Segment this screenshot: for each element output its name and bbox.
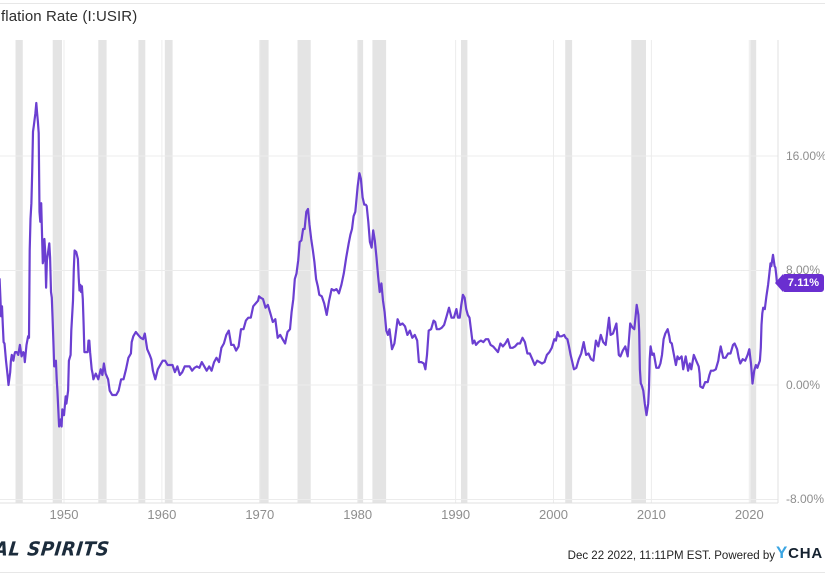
recession-band [259,40,269,503]
badge-arrow-icon [775,274,783,293]
animal-spirits-logo: AL SPIRITS [0,538,111,561]
x-tick-label-2020: 2020 [734,507,764,522]
recession-band [15,40,23,503]
chart-title: flation Rate (I:USIR) [1,8,138,25]
y-tick-label-16: 16.00% [786,148,825,163]
last-value-label: 7.11% [783,274,824,293]
recession-band [357,40,364,503]
timestamp-text: Dec 22 2022, 11:11PM EST. Powered by [567,550,775,562]
ycharts-wordmark: CHA [788,545,824,562]
x-tick-label-1990: 1990 [441,507,471,522]
recession-band [750,40,757,503]
recession-band [631,40,646,503]
recession-band [372,40,387,503]
x-tick-label-1970: 1970 [245,507,275,522]
recession-band [461,40,468,503]
x-tick-label-1950: 1950 [49,507,79,522]
top-divider [0,3,825,4]
bottom-divider [0,572,825,573]
x-tick-label-2000: 2000 [539,507,568,522]
last-value-badge: 7.11% [775,274,825,293]
x-tick-label-2010: 2010 [636,507,666,522]
y-tick-label-8: 8.00% [786,263,821,277]
recession-band [138,40,146,503]
y-tick-label-0: 0.00% [786,377,821,392]
recession-band [164,40,173,503]
x-tick-label-1980: 1980 [343,507,373,522]
recession-band [297,40,311,503]
y-tick-label--8: -8.00% [786,492,825,506]
footer-attribution: Dec 22 2022, 11:11PM EST. Powered by [568,546,775,564]
ycharts-y-mark: Y [776,543,789,562]
recession-band [565,40,573,503]
inflation-series-line [0,101,779,428]
x-tick-label-1960: 1960 [147,507,177,522]
recession-band [98,40,107,503]
ycharts-logo[interactable]: YCHA [776,543,823,563]
recession-band [52,40,62,503]
